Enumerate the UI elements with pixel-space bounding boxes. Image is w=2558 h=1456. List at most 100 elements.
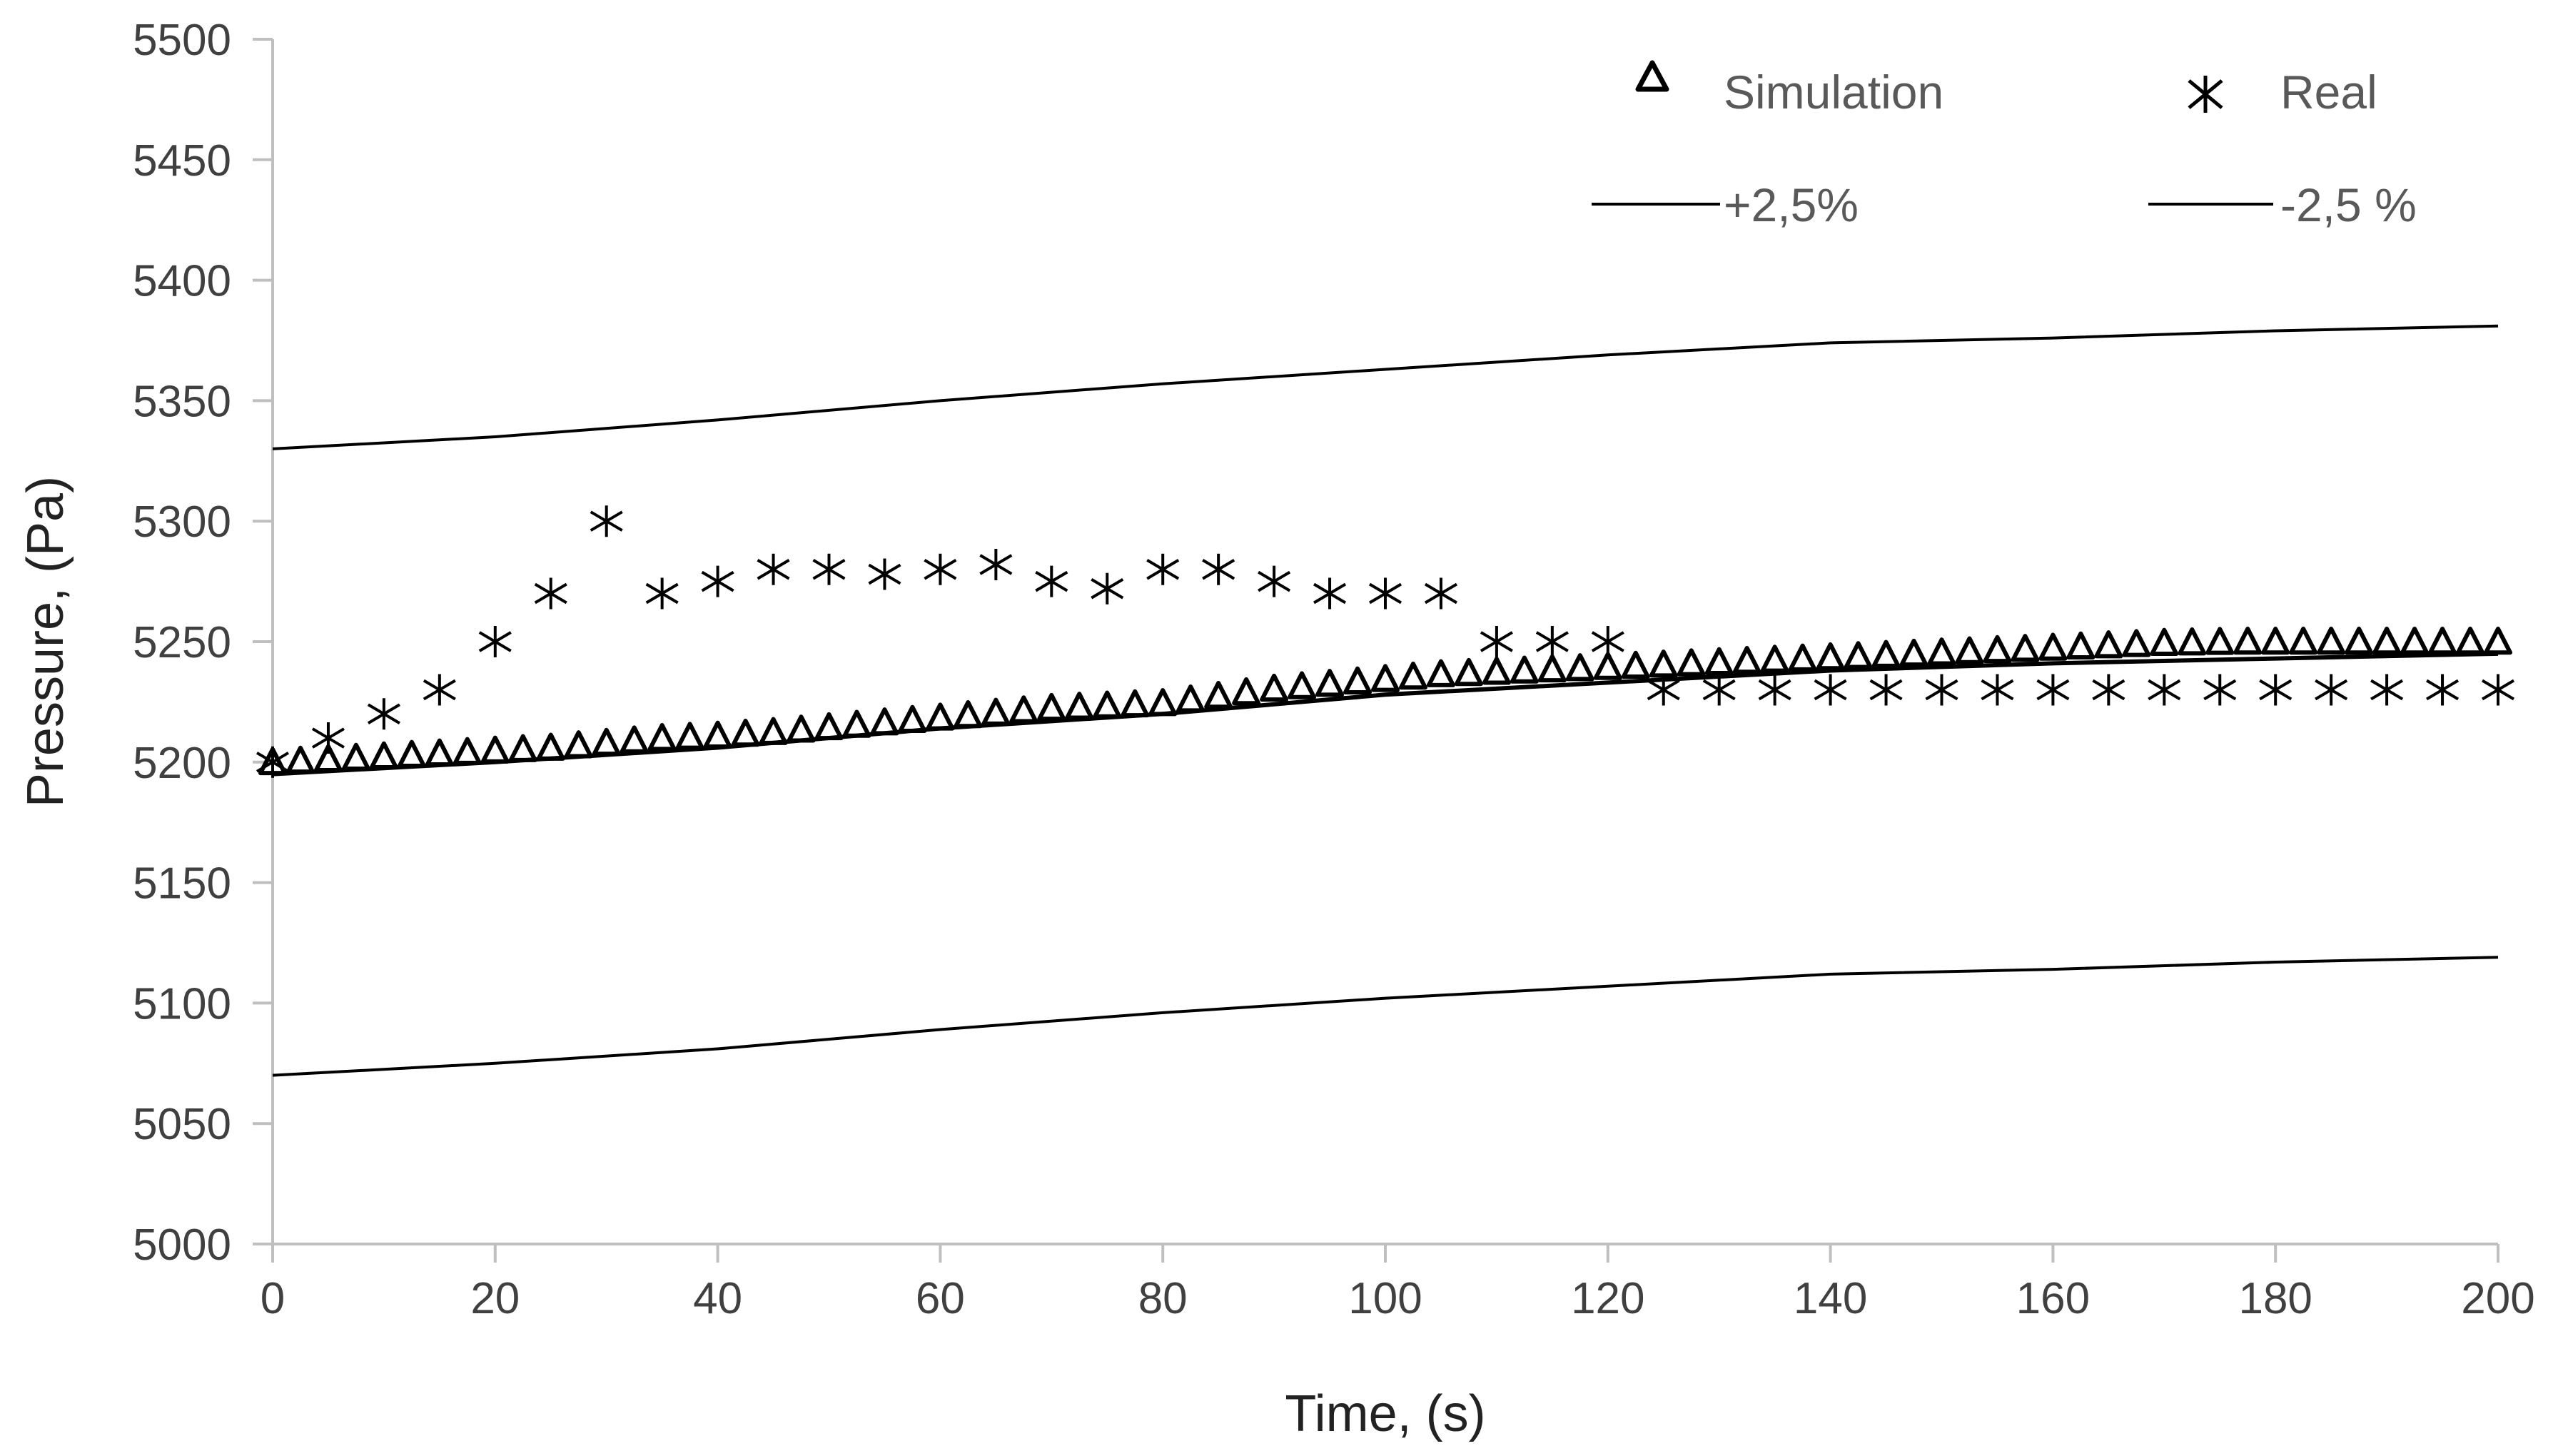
simulation-point [1288,671,1317,699]
simulation-point [731,718,760,747]
simulation-point [787,714,816,743]
real-point [2315,674,2348,706]
simulation-point [1510,655,1539,684]
plot-markers [256,505,2515,778]
simulation-point [1260,673,1289,702]
simulation-point [1899,638,1928,667]
simulation-point [1760,644,1789,673]
real-point [924,553,957,585]
real-point [1480,626,1513,657]
legend-label-real: Real [2280,66,2377,118]
legend-item-real: Real [2188,66,2377,118]
simulation-point [759,717,788,745]
simulation-point [842,709,871,738]
simulation-point [1148,688,1178,717]
simulation-point [2094,630,2123,659]
real-point [1202,553,1235,585]
real-point [2481,674,2515,706]
x-tick-label: 0 [261,1274,285,1323]
simulation-point [1232,677,1261,706]
real-point [2370,674,2404,706]
real-point [367,698,400,730]
simulation-point [1537,654,1567,683]
simulation-point [341,742,370,772]
simulation-point [675,722,704,750]
y-tick-label: 5000 [133,1220,231,1270]
simulation-point [1621,650,1650,679]
real-point [2259,674,2292,706]
simulation-point [1343,666,1372,695]
legend-label-minus: -2,5 % [2280,178,2417,231]
x-tick-label: 40 [693,1274,742,1323]
real-point [1313,577,1347,610]
simulation-point [2261,627,2290,655]
real-point [1146,553,1180,585]
simulation-point [926,702,955,731]
x-tick-label: 180 [2238,1274,2312,1323]
real-point [1702,674,1736,706]
y-tick-label: 5200 [133,739,231,788]
simulation-point [2289,627,2318,655]
simulation-point [1816,642,1845,671]
y-tick-label: 5400 [133,257,231,306]
legend: Simulation Real +2,5% -2,5 % [1592,60,2417,231]
x-tick-label: 80 [1138,1274,1188,1323]
simulation-point [369,741,398,769]
real-point [1925,674,1958,706]
simulation-point [1704,647,1734,675]
real-point [2148,674,2181,706]
simulation-point [1204,680,1233,709]
y-axis-title: Pressure, (Pa) [17,476,74,807]
simulation-point [954,699,983,729]
simulation-point [981,697,1011,726]
simulation-point [2428,627,2457,655]
simulation-point [313,744,343,773]
simulation-point [898,704,927,734]
real-point [645,577,679,610]
simulation-point [1677,648,1706,677]
real-point [2203,674,2237,706]
simulation-point [2011,634,2040,662]
x-tick-label: 200 [2461,1274,2534,1323]
x-axis-title: Time, (s) [1285,1385,1485,1442]
simulation-point [1482,657,1511,685]
simulation-point [1121,689,1150,718]
real-point [868,558,901,590]
real-point [1258,565,1291,597]
real-point [1368,577,1402,610]
real-point [757,553,790,585]
y-tick-label: 5100 [133,979,231,1028]
simulation-point [2233,627,2263,655]
simulation-point [397,739,426,768]
simulation-point [2178,627,2207,656]
simulation-point [1093,690,1122,719]
legend-item-minus: -2,5 % [2148,178,2417,231]
real-point [701,565,734,597]
real-point [1758,674,1791,706]
real-point [1424,577,1457,610]
simulation-point [2345,627,2374,655]
legend-label-simulation: Simulation [1724,66,1943,118]
simulation-point [285,745,315,774]
simulation-point [870,707,899,736]
simulation-point [453,737,482,765]
simulation-point [1649,649,1678,678]
legend-label-plus: +2,5% [1724,178,1859,231]
x-tick-label: 20 [470,1274,520,1323]
simulation-point [2205,627,2235,655]
simulation-point [620,725,649,754]
simulation-point [1927,637,1956,666]
legend-asterisk-icon [2188,76,2223,113]
simulation-point [2150,627,2179,656]
upper-bound-line [272,324,2499,450]
simulation-point [2122,629,2151,657]
real-point [1981,674,2014,706]
real-point [979,548,1013,580]
y-tick-label: 5050 [133,1100,231,1149]
simulation-point [1565,653,1594,682]
simulation-point [1398,661,1427,690]
simulation-point [1009,695,1038,724]
simulation-point [480,735,510,764]
real-point [1091,572,1124,605]
